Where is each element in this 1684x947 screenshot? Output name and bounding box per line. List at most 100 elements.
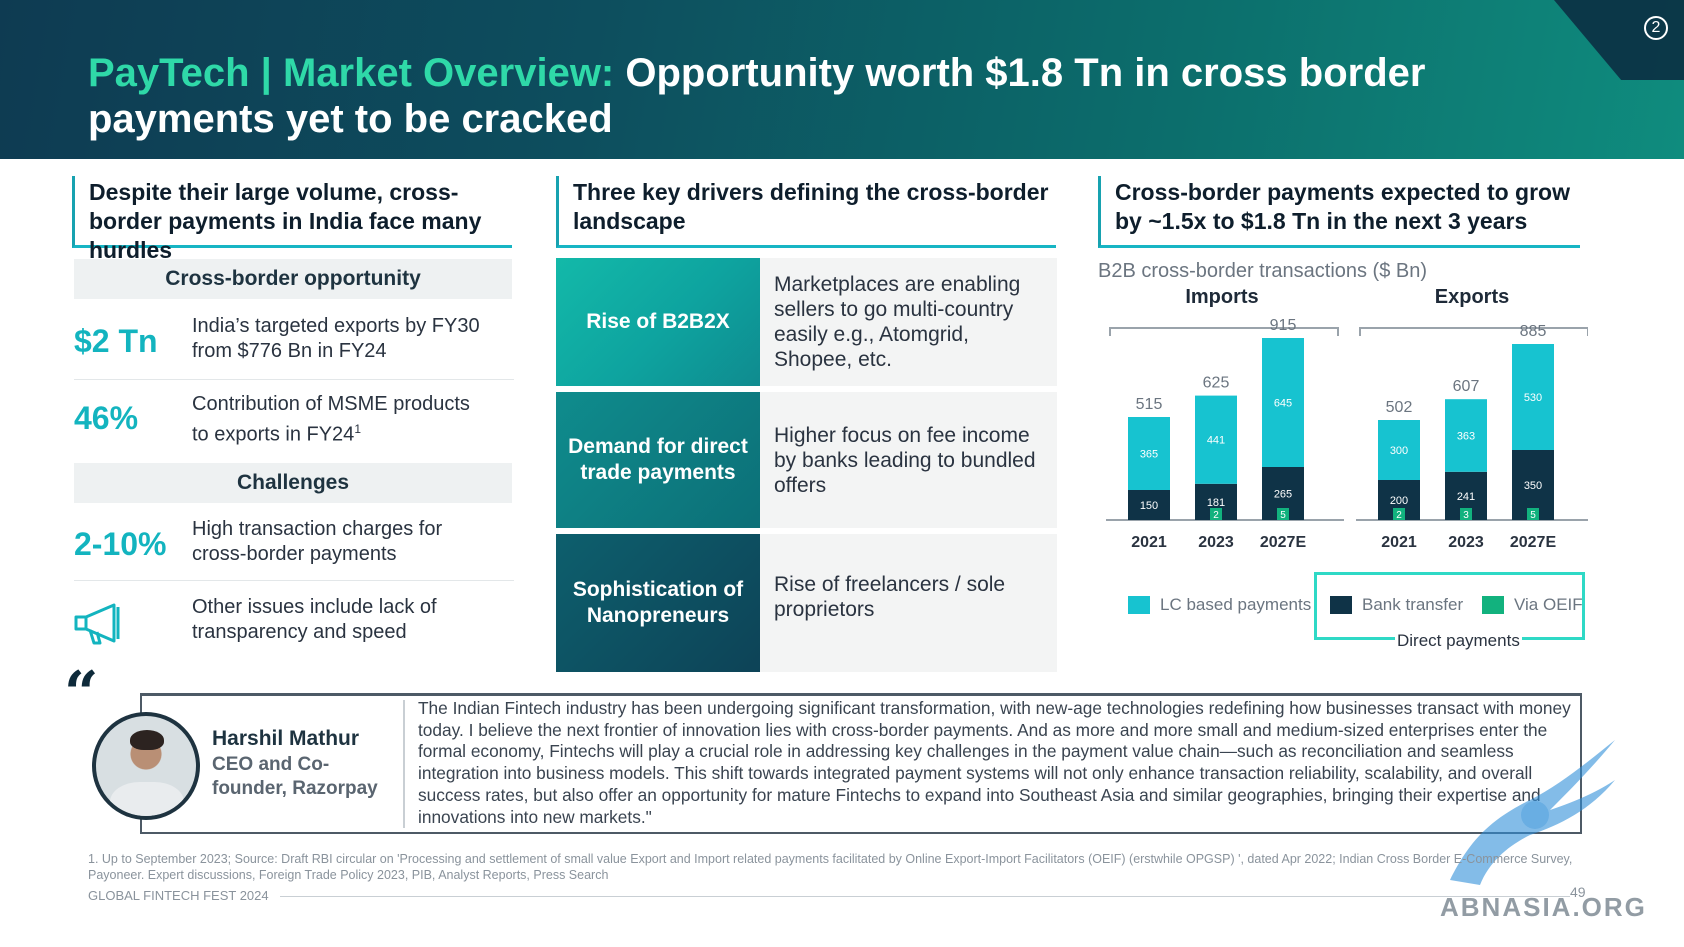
data-label-oeif: 5 (1530, 510, 1536, 521)
data-label-bank: 265 (1274, 489, 1292, 501)
footer-divider (280, 896, 1570, 897)
bar-oeif-imports-2023 (1210, 508, 1222, 520)
tick-label-x: 2027E (1510, 534, 1557, 551)
driver-title-b2b2x: Rise of B2B2X (556, 258, 760, 386)
data-label-total: 502 (1386, 399, 1413, 416)
avatar (92, 712, 200, 820)
data-label-lc: 441 (1207, 435, 1225, 447)
legend-swatch-lc (1128, 596, 1150, 614)
driver-desc-direct-trade: Higher focus on fee income by banks lead… (760, 392, 1057, 528)
quote-mark-icon: “ (64, 659, 99, 729)
quote-text: The Indian Fintech industry has been und… (418, 698, 1571, 827)
data-label-lc: 645 (1274, 398, 1292, 410)
watermark-bird-logo (1450, 740, 1615, 885)
bar-lc-exports-2027E (1512, 344, 1554, 450)
tick-label-x: 2027E (1260, 534, 1307, 551)
group-label-exports: Exports (1435, 286, 1509, 308)
driver-title-direct-trade: Demand for direct trade payments (556, 392, 760, 528)
direct-payments-label: Direct payments (1395, 631, 1522, 651)
stat-value: $2 Tn (74, 323, 158, 359)
avatar-torso (110, 782, 184, 816)
data-label-total: 915 (1270, 317, 1297, 334)
right-column-heading: Cross-border payments expected to grow b… (1098, 176, 1580, 248)
avatar-hair (130, 730, 164, 750)
opportunity-band: Cross-border opportunity (74, 259, 512, 299)
driver-desc-nanopreneurs: Rise of freelancers / sole proprietors (760, 534, 1057, 672)
challenges-band: Challenges (74, 463, 512, 503)
stat-description: High transaction charges for cross-borde… (192, 518, 443, 565)
footer-brand: GLOBAL FINTECH FEST 2024 (88, 888, 269, 903)
data-label-total: 885 (1520, 323, 1547, 340)
data-label-lc: 365 (1140, 449, 1158, 461)
driver-desc-b2b2x: Marketplaces are enabling sellers to go … (760, 258, 1057, 386)
data-label-total: 625 (1203, 375, 1230, 392)
group-label-imports: Imports (1185, 286, 1258, 308)
stat-description: Other issues include lack of transparenc… (192, 596, 437, 643)
speaker-name: Harshil Mathur (212, 727, 360, 750)
middle-column-heading: Three key drivers defining the cross-bor… (556, 176, 1056, 248)
data-label-oeif: 5 (1280, 510, 1286, 521)
stat-row-other-issues: Other issues include lack of transparenc… (74, 581, 514, 661)
data-label-lc: 363 (1457, 431, 1475, 443)
data-label-lc: 530 (1524, 392, 1542, 404)
bar-lc-imports-2021 (1128, 417, 1170, 490)
data-label-oeif: 3 (1463, 510, 1469, 521)
bar-lc-exports-2023 (1445, 399, 1487, 472)
bar-oeif-exports-2023 (1460, 508, 1472, 520)
tick-label-x: 2021 (1381, 534, 1417, 551)
tick-label-x: 2023 (1448, 534, 1484, 551)
bar-oeif-exports-2027E (1527, 508, 1539, 520)
data-label-total: 607 (1453, 378, 1480, 395)
legend-label-bank: Bank transfer (1362, 595, 1464, 614)
title-main: Opportunity worth $1.8 Tn in cross borde… (88, 51, 1426, 141)
chart-title: B2B cross-border transactions ($ Bn) (1098, 260, 1428, 282)
data-label-bank: 200 (1390, 495, 1408, 507)
stat-description-text: Contribution of MSME products to exports… (192, 393, 470, 446)
bar-oeif-imports-2027E (1277, 508, 1289, 520)
footnote-ref: 1 (354, 422, 361, 436)
legend-lc: LC based payments (1128, 595, 1311, 615)
data-label-bank: 181 (1207, 497, 1225, 509)
legend-bank: Bank transfer (1330, 595, 1463, 615)
megaphone-icon (74, 603, 120, 645)
stat-description: India’s targeted exports by FY30 from $7… (192, 315, 480, 362)
tick-label-x: 2023 (1198, 534, 1234, 551)
bar-lc-imports-2023 (1195, 395, 1237, 484)
stat-row-msme: 46% Contribution of MSME products to exp… (74, 380, 514, 460)
data-label-bank: 150 (1140, 500, 1158, 512)
data-label-total: 515 (1136, 396, 1163, 413)
data-label-oeif: 2 (1213, 510, 1219, 521)
stacked-bar-chart: Imports 150 365 515 2021 181 441 2 625 2023 265 645… (1106, 286, 1588, 551)
stat-row-exports: $2 Tn India’s targeted exports by FY30 f… (74, 305, 514, 380)
data-label-oeif: 2 (1396, 510, 1402, 521)
stat-value: 2-10% (74, 526, 167, 562)
footer-page-number: 49 (1570, 884, 1586, 900)
header-banner: 2 PayTech | Market Overview: Opportunity… (0, 0, 1684, 159)
group-bracket-exports (1359, 327, 1588, 336)
legend-label-lc: LC based payments (1160, 595, 1312, 614)
page-badge: 2 (1644, 16, 1668, 40)
legend-label-oeif: Via OEIF (1514, 595, 1583, 614)
left-column-heading: Despite their large volume, cross-border… (72, 176, 512, 263)
data-label-bank: 350 (1524, 480, 1542, 492)
speaker-role: CEO and Co-founder, Razorpay (212, 754, 378, 799)
stat-value: 46% (74, 400, 139, 436)
data-label-lc: 300 (1390, 445, 1408, 457)
data-label-bank: 241 (1457, 491, 1475, 503)
legend-oeif: Via OEIF (1482, 595, 1583, 615)
footnote: 1. Up to September 2023; Source: Draft R… (88, 852, 1573, 882)
quote-divider (403, 700, 405, 828)
tick-label-x: 2021 (1131, 534, 1167, 551)
group-bracket-imports (1109, 327, 1339, 336)
bar-oeif-exports-2021 (1393, 508, 1405, 520)
bar-bank-imports-2021 (1128, 490, 1170, 520)
title-accent: PayTech | Market Overview: (88, 51, 615, 95)
legend-swatch-oeif (1482, 596, 1504, 614)
stat-description: Contribution of MSME products to exports… (192, 392, 492, 448)
watermark-text: ABNASIA.ORG (1440, 892, 1647, 922)
bar-lc-exports-2021 (1378, 420, 1420, 480)
stat-row-charges: 2-10% High transaction charges for cross… (74, 508, 514, 581)
driver-title-nanopreneurs: Sophistication of Nanopreneurs (556, 534, 760, 672)
bar-lc-imports-2027E (1262, 338, 1304, 467)
legend-swatch-bank (1330, 596, 1352, 614)
